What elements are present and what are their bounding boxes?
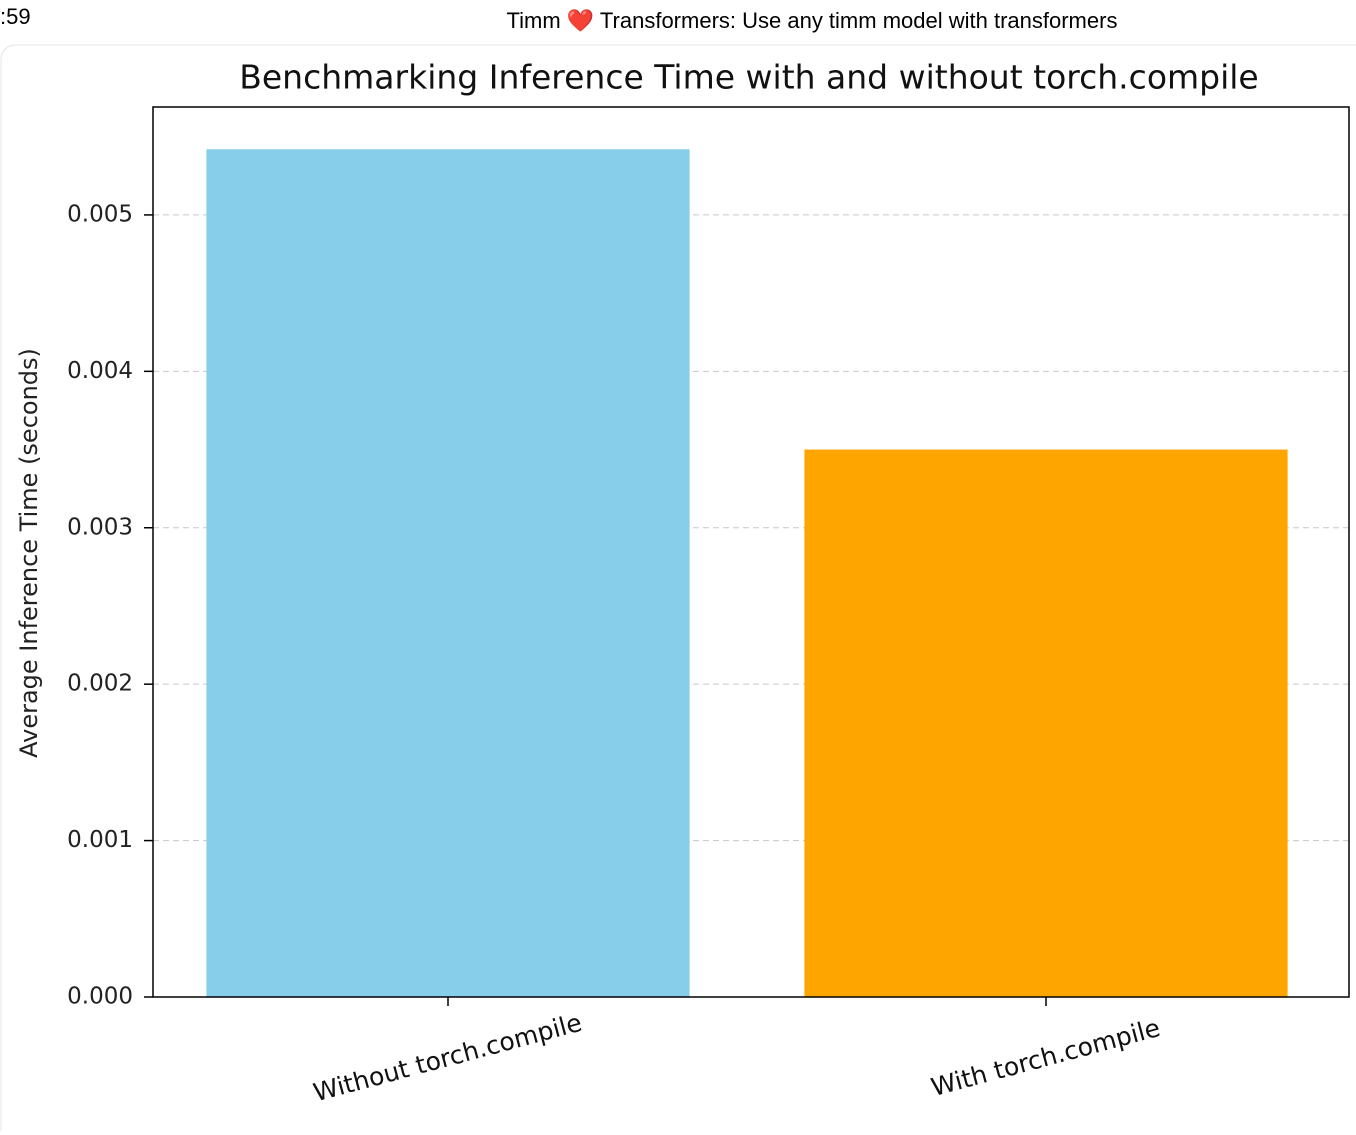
status-time: :59: [0, 4, 31, 29]
bar: [206, 149, 690, 997]
page-title: Timm ❤️ Transformers: Use any timm model…: [507, 8, 1118, 33]
y-tick-label: 0.004: [67, 358, 133, 384]
y-tick-label: 0.003: [67, 514, 133, 540]
y-tick-label: 0.002: [67, 671, 133, 697]
y-axis-label: Average Inference Time (seconds): [15, 348, 43, 758]
y-tick-label: 0.000: [67, 984, 133, 1010]
chart-title: Benchmarking Inference Time with and wit…: [239, 58, 1259, 97]
plot-frame: [152, 106, 1350, 998]
y-tick-label: 0.001: [67, 827, 133, 853]
y-tick-label: 0.005: [67, 201, 133, 227]
bar: [804, 449, 1288, 997]
